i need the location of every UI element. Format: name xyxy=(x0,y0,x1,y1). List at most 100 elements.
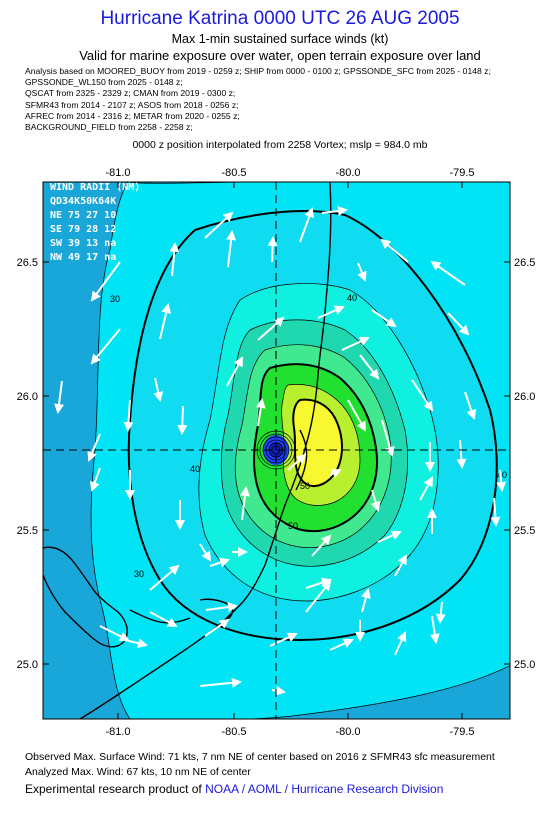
wind-arrow xyxy=(371,309,397,328)
wind-arrow xyxy=(90,467,101,492)
lat-tick-labels-left: 26.5 26.0 25.5 25.0 xyxy=(17,257,38,671)
wind-arrow xyxy=(271,685,286,696)
analysis-line: BACKGROUND_FIELD from 2258 - 2258 z; xyxy=(25,122,193,133)
wind-arrow xyxy=(381,419,395,457)
lat-tick-label: 26.0 xyxy=(514,391,535,403)
center-crosshair xyxy=(43,182,510,719)
lon-tick-label: -80.0 xyxy=(335,167,360,179)
wind-arrow xyxy=(149,564,180,591)
wind-arrow xyxy=(357,262,367,282)
wind-radii-row-sw: SW 39 13 na xyxy=(50,238,116,249)
plot-area xyxy=(43,182,510,719)
wind-arrow xyxy=(329,469,342,479)
axis-ticks xyxy=(43,182,510,719)
lat-tick-labels-right: 26.5 26.0 25.5 25.0 xyxy=(514,257,535,671)
credit-prefix: Experimental research product of xyxy=(25,782,206,796)
wind-arrow xyxy=(149,611,178,627)
lat-tick-label: 26.5 xyxy=(514,257,535,269)
wind-arrow xyxy=(394,554,407,577)
lat-tick-label: 25.5 xyxy=(514,525,535,537)
wind-arrow xyxy=(255,398,266,427)
wind-arrow xyxy=(359,354,380,380)
wind-arrow xyxy=(90,328,121,365)
wind-arrow xyxy=(159,303,172,340)
wind-arrow xyxy=(169,242,180,277)
lon-tick-labels-bottom: -81.0 -80.5 -80.0 -79.5 xyxy=(105,726,474,738)
analysis-sources: Analysis based on MOORED_BUOY from 2019 … xyxy=(25,66,560,133)
lat-tick-label: 25.0 xyxy=(17,659,38,671)
wind-radii-columns: QD34K50K64K xyxy=(50,196,116,207)
wind-arrow xyxy=(153,377,164,402)
wind-arrow xyxy=(124,638,148,649)
wind-arrow xyxy=(240,486,250,521)
wind-arrow xyxy=(311,534,332,557)
wind-arrow xyxy=(370,489,381,512)
wind-arrow xyxy=(226,230,237,268)
wind-arrow xyxy=(394,631,407,656)
analysis-line: SFMR43 from 2014 - 2107 z; ASOS from 201… xyxy=(25,99,239,110)
wind-radii-row-nw: NW 49 17 na xyxy=(50,252,116,263)
wind-arrow xyxy=(321,206,348,216)
lon-tick-label: -81.0 xyxy=(105,167,130,179)
lat-tick-label: 26.0 xyxy=(17,391,38,403)
wind-arrow xyxy=(177,405,188,435)
wind-arrow xyxy=(317,305,345,319)
wind-arrow xyxy=(299,207,314,243)
map-subtitle: Max 1-min sustained surface winds (kt) xyxy=(171,32,389,46)
wind-arrow xyxy=(209,557,230,568)
lon-tick-label: -80.5 xyxy=(221,167,246,179)
wind-arrow xyxy=(496,469,507,492)
contour-label: 40 xyxy=(347,293,357,303)
lon-tick-label: -81.0 xyxy=(105,726,130,738)
wind-radii-header: WIND RADII (NM) xyxy=(50,182,140,193)
wind-arrow xyxy=(447,312,470,336)
wind-arrow xyxy=(123,399,134,432)
analyzed-max-wind: Analyzed Max. Wind: 67 kts, 10 nm NE of … xyxy=(25,766,251,778)
analysis-line: QSCAT from 2325 - 2329 z; CMAN from 2019… xyxy=(25,88,236,99)
wind-arrow xyxy=(341,336,370,351)
wind-arrow xyxy=(464,391,477,420)
wind-radii-row-se: SE 79 28 12 xyxy=(50,224,116,235)
wind-arrow xyxy=(361,588,371,613)
wind-arrow xyxy=(87,433,101,462)
wind-arrow xyxy=(204,618,230,637)
analysis-line: AFREC from 2014 - 2316 z; METAR from 202… xyxy=(25,110,240,121)
contour-label: 40 xyxy=(497,470,507,480)
wind-arrow xyxy=(377,530,402,543)
wind-arrow xyxy=(54,380,64,414)
wind-arrow xyxy=(269,632,298,647)
wind-arrow xyxy=(205,602,238,613)
lat-tick-label: 25.5 xyxy=(17,525,38,537)
position-note: 0000 z position interpolated from 2258 V… xyxy=(132,139,428,151)
wind-field-map: WIND RADII (NM) QD34K50K64K NE 75 27 10 … xyxy=(17,167,536,738)
contour-label: 50 xyxy=(300,481,310,491)
wind-arrow xyxy=(226,356,243,387)
wind-arrow xyxy=(199,677,242,688)
wind-vectors xyxy=(54,206,507,696)
wind-arrow xyxy=(435,601,446,624)
hrd-link[interactable]: NOAA / AOML / Hurricane Research Divisio… xyxy=(205,782,444,796)
wind-arrow xyxy=(456,439,467,469)
map-title: Hurricane Katrina 0000 UTC 26 AUG 2005 xyxy=(100,8,460,29)
lat-tick-label: 25.0 xyxy=(514,659,535,671)
wind-radii-row-ne: NE 75 27 10 xyxy=(50,210,116,221)
wind-arrow xyxy=(429,615,440,644)
lon-tick-labels-top: -81.0 -80.5 -80.0 -79.5 xyxy=(105,167,474,179)
contour-label: 30 xyxy=(134,569,144,579)
map-frame xyxy=(42,181,511,720)
contour-label: 40 xyxy=(190,464,200,474)
lon-tick-label: -80.0 xyxy=(335,726,360,738)
wind-arrow xyxy=(199,543,212,562)
wind-arrow xyxy=(287,453,307,471)
wind-arrow xyxy=(347,399,366,432)
wind-arrow xyxy=(329,638,354,651)
wind-arrow xyxy=(419,476,433,501)
wind-radii-legend: WIND RADII (NM) QD34K50K64K NE 75 27 10 … xyxy=(50,182,140,263)
wind-arrow xyxy=(430,260,466,286)
wind-arrow xyxy=(305,580,332,613)
analysis-line: Analysis based on MOORED_BUOY from 2019 … xyxy=(25,66,491,76)
wind-arrow xyxy=(90,261,121,302)
lat-tick-label: 26.5 xyxy=(17,257,38,269)
wind-arrow xyxy=(380,238,409,263)
thin-contours xyxy=(90,182,510,719)
